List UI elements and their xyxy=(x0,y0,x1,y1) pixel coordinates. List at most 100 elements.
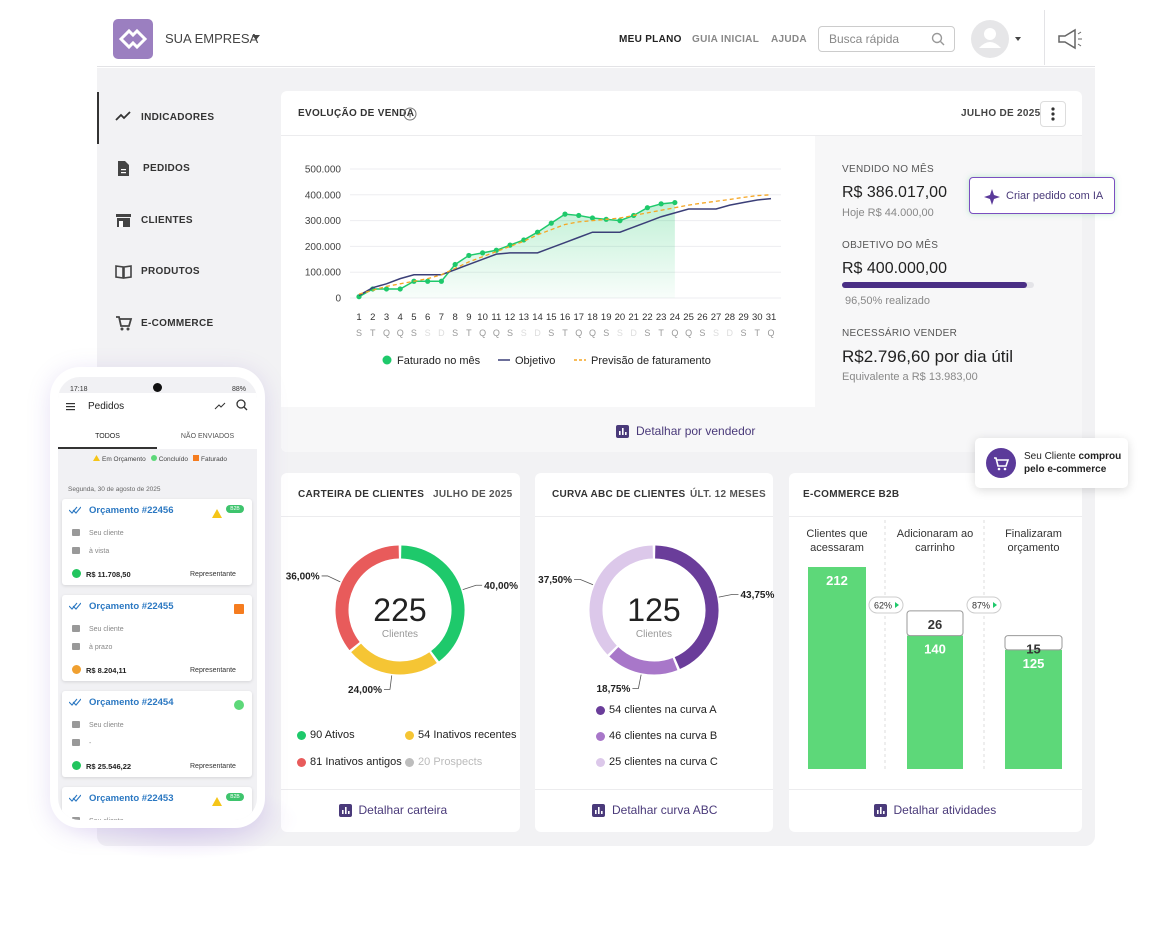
weekday-label: S xyxy=(617,328,623,338)
weekday-label: T xyxy=(755,328,761,338)
legend-dot xyxy=(596,758,605,767)
funnel-bar xyxy=(907,635,963,769)
status-shape xyxy=(212,509,222,518)
detail-link[interactable]: Detalhar por vendedor xyxy=(616,424,766,440)
x-tick-label: 15 xyxy=(546,312,557,323)
needed-equivalent: Equivalente a R$ 13.983,00 xyxy=(842,371,978,383)
legend-label: Inativos recentes xyxy=(433,729,517,741)
nav-item[interactable]: GUIA INICIAL xyxy=(692,34,760,45)
legend-count: 54 xyxy=(609,704,622,716)
row-icon xyxy=(72,547,80,554)
order-card[interactable]: Orçamento #22455 Seu cliente à prazo R$ 8.2… xyxy=(62,595,252,681)
leader-line xyxy=(383,675,393,690)
legend-item: 20 Prospects xyxy=(418,755,482,769)
data-point xyxy=(589,215,596,221)
card-footer xyxy=(281,407,1082,452)
avatar[interactable] xyxy=(970,19,1030,59)
progress-label: 96,50% realizado xyxy=(845,295,931,307)
data-point xyxy=(576,212,582,219)
nav-item[interactable]: MEU PLANO xyxy=(619,34,682,45)
value-label: 36,00% xyxy=(286,571,320,582)
data-point xyxy=(658,201,664,207)
ai-button[interactable]: Criar pedido com IA xyxy=(969,177,1115,214)
conversion-arrow xyxy=(993,602,997,608)
ai-button-label: Criar pedido com IA xyxy=(1006,190,1104,202)
weekday-label: S xyxy=(548,328,554,338)
card-action[interactable]: Detalhar curva ABC xyxy=(592,803,742,819)
tab[interactable]: TODOS xyxy=(95,433,120,440)
menu-button[interactable] xyxy=(1040,101,1066,127)
megaphone-icon[interactable] xyxy=(1057,28,1085,50)
card-action[interactable]: Detalhar atividades xyxy=(873,803,1024,819)
value-label: 43,75% xyxy=(740,590,774,601)
needed-label: NECESSÁRIO VENDER xyxy=(842,328,958,339)
legend-label: Concluído xyxy=(158,456,188,463)
logo[interactable] xyxy=(113,19,153,59)
sidebar-item[interactable]: E-COMMERCE xyxy=(141,317,214,329)
value-label: 18,75% xyxy=(596,684,630,695)
card-title: CURVA ABC DE CLIENTES xyxy=(552,489,686,500)
sidebar-item[interactable]: INDICADORES xyxy=(141,112,215,123)
tab-indicator xyxy=(58,447,157,449)
x-tick-label: 17 xyxy=(573,312,584,323)
search-box[interactable]: Busca rápida xyxy=(818,26,955,52)
x-tick-label: 18 xyxy=(587,312,598,323)
legend-marker xyxy=(382,355,392,365)
sidebar-item[interactable]: PEDIDOS xyxy=(143,163,191,175)
funnel-bar xyxy=(1005,649,1062,769)
chart-icon xyxy=(616,425,629,438)
conversion-label: 62% xyxy=(874,601,892,611)
legend-label: Em Orçamento xyxy=(101,456,146,463)
order-client: Seu cliente xyxy=(89,722,124,729)
data-point xyxy=(480,250,486,256)
active-indicator xyxy=(97,92,99,144)
row-icon xyxy=(72,643,80,650)
card-footer-divider xyxy=(281,789,520,790)
icon-shape xyxy=(118,161,129,177)
coin-icon xyxy=(72,665,81,674)
progress-fill xyxy=(842,282,1028,288)
legend-dot xyxy=(297,758,306,767)
legend-label: Faturado xyxy=(200,456,228,463)
status-legend: Em Orçamento Concluído Faturado xyxy=(58,455,257,463)
legend-label: Prospects xyxy=(433,756,483,768)
funnel-bar xyxy=(1004,635,1063,651)
header-divider xyxy=(1044,10,1045,65)
donut-segment xyxy=(654,545,719,670)
donut-segment xyxy=(589,545,654,655)
weekday-label: D xyxy=(727,328,734,338)
legend-label: Previsão de faturamento xyxy=(591,355,711,367)
order-card[interactable]: Orçamento #22454 Seu cliente - R$ 25.546,22… xyxy=(62,691,252,777)
data-point xyxy=(562,211,568,217)
donut-segment xyxy=(400,545,465,662)
card-title: CARTEIRA DE CLIENTES xyxy=(298,489,425,500)
sidebar-item[interactable]: CLIENTES xyxy=(141,214,193,226)
sidebar-icon xyxy=(115,212,133,230)
info-icon[interactable] xyxy=(403,107,417,121)
sidebar-item[interactable]: PRODUTOS xyxy=(141,266,200,278)
notification[interactable]: Seu Cliente comprou pelo e-commerce xyxy=(975,438,1128,488)
status-icon xyxy=(212,505,222,518)
card-action[interactable]: Detalhar carteira xyxy=(338,803,489,819)
legend-label: clientes na curva A xyxy=(624,704,717,716)
x-tick-label: 4 xyxy=(398,312,403,323)
order-card[interactable]: Orçamento #22456 B2B Seu cliente à vista R$ … xyxy=(62,499,252,585)
weekday-label: D xyxy=(438,328,445,338)
weekday-label: Q xyxy=(493,328,500,338)
bar-value-label: 26 xyxy=(928,617,942,632)
order-card[interactable]: Orçamento #22453 B2B Seu cliente xyxy=(62,787,252,820)
card-header-divider xyxy=(535,516,773,517)
order-client: Seu cliente xyxy=(89,626,124,633)
icon-shape xyxy=(116,213,131,227)
status-shape xyxy=(212,797,222,806)
nav-item[interactable]: AJUDA xyxy=(771,34,807,45)
card-action-label: Detalhar curva ABC xyxy=(612,803,718,817)
company-name[interactable]: SUA EMPRESA xyxy=(165,31,259,46)
weekday-label: S xyxy=(644,328,650,338)
legend-item: 81 Inativos antigos xyxy=(310,755,402,769)
x-tick-label: 27 xyxy=(711,312,722,323)
tab[interactable]: NÃO ENVIADOS xyxy=(180,433,235,440)
order-payment: - xyxy=(89,740,92,747)
